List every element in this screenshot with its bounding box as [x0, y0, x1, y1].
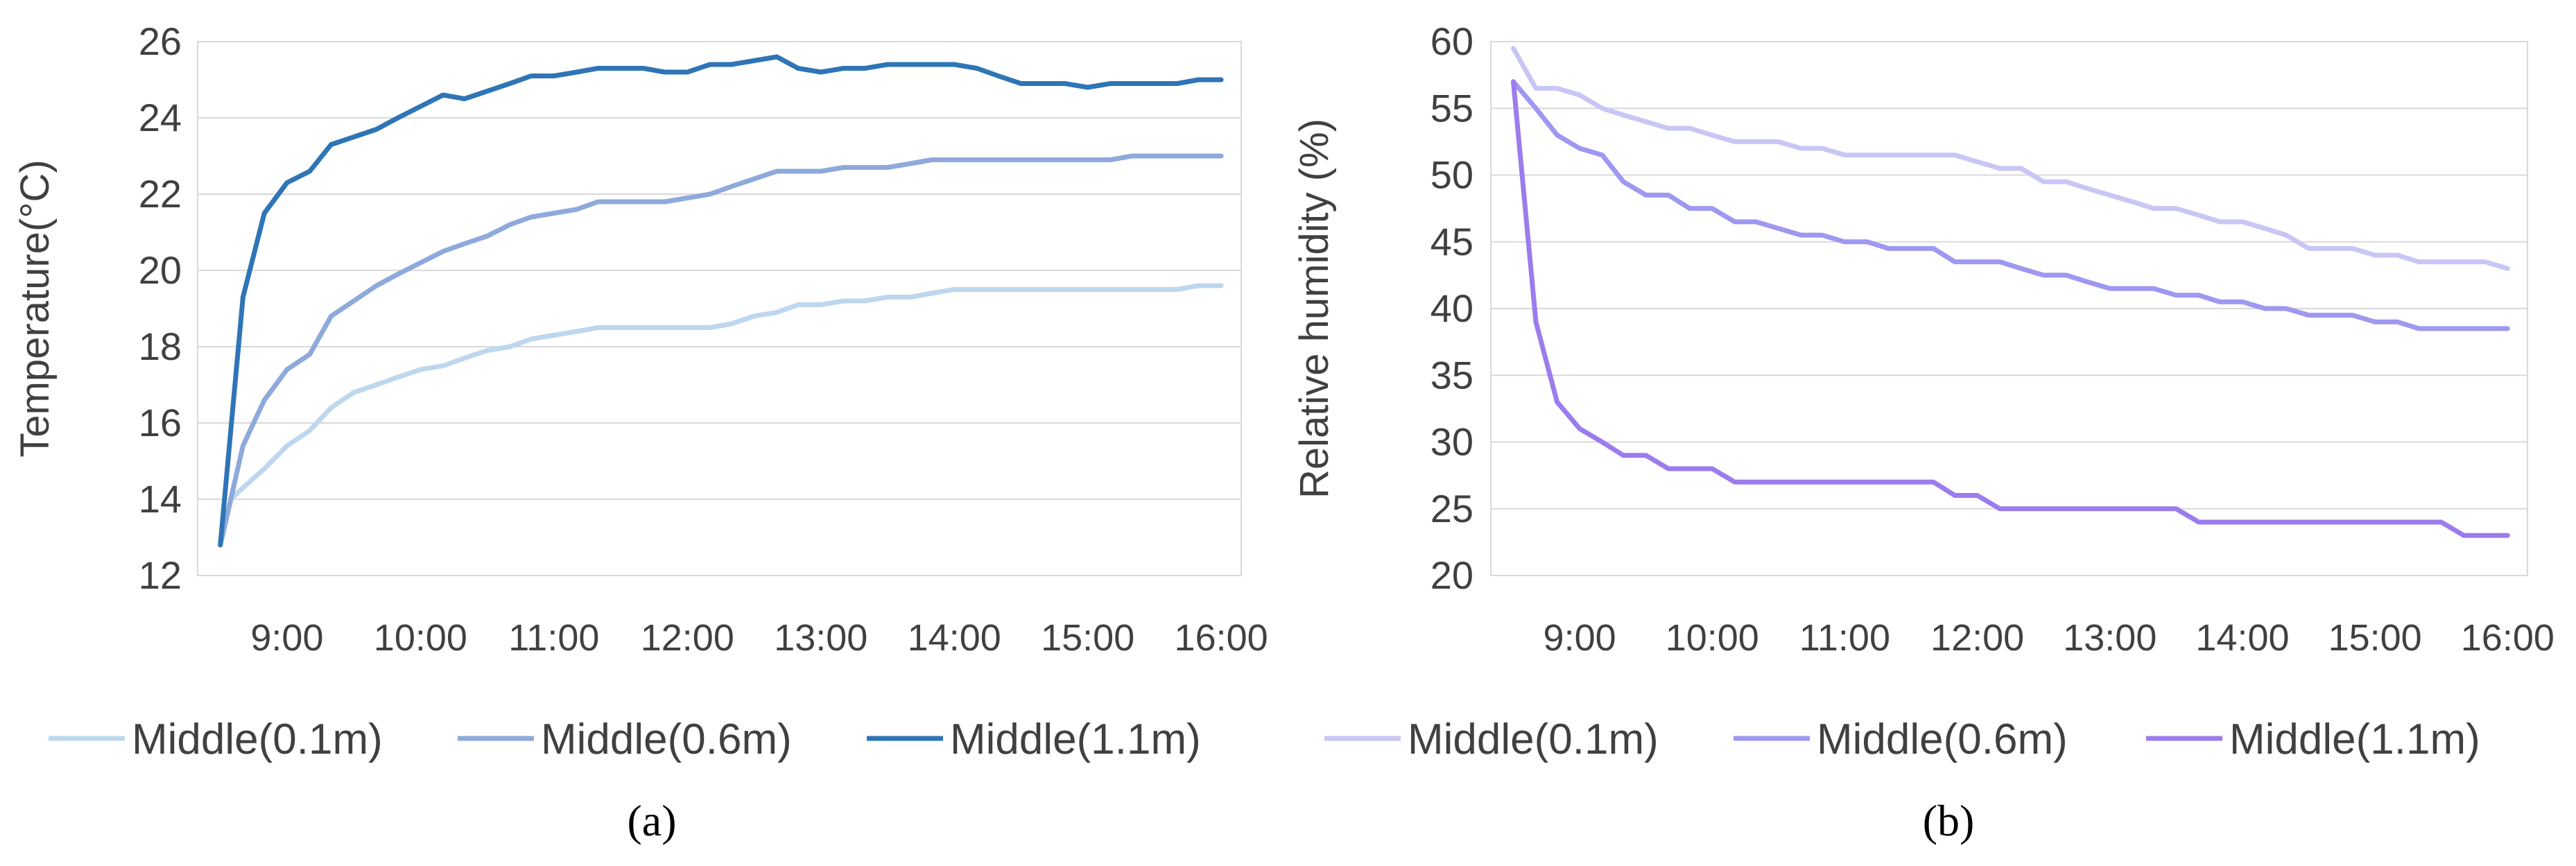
x-tick-label: 9:00 — [250, 617, 323, 659]
y-tick-label: 20 — [1430, 553, 1473, 597]
y-tick-label: 12 — [139, 553, 182, 597]
x-tick-label: 12:00 — [641, 617, 734, 659]
legend-label: Middle(0.6m) — [541, 716, 792, 763]
legend-label: Middle(1.1m) — [950, 716, 1201, 763]
y-tick-label: 40 — [1430, 286, 1473, 330]
plot-area — [197, 41, 1242, 576]
y-tick-label: 55 — [1430, 86, 1473, 130]
x-tick-label: 10:00 — [374, 617, 467, 659]
y-tick-label: 16 — [139, 401, 182, 444]
series-line-middle-0-1m — [218, 283, 1224, 548]
series-line-middle-0-1m — [1511, 46, 2510, 271]
legend-item: Middle(0.6m) — [1734, 716, 2068, 763]
x-tick-label: 14:00 — [908, 617, 1001, 659]
y-tick-label: 60 — [1430, 19, 1473, 63]
x-tick-label: 10:00 — [1666, 617, 1759, 659]
y-tick-label: 20 — [139, 248, 182, 292]
x-tick-label: 16:00 — [1175, 617, 1268, 659]
legend-item: Middle(0.1m) — [49, 716, 383, 763]
series-line-middle-0-6m — [218, 153, 1224, 548]
x-tick-label: 15:00 — [2328, 617, 2422, 659]
y-tick-label: 18 — [139, 324, 182, 368]
legend-item: Middle(1.1m) — [2146, 716, 2480, 763]
y-axis-label: Temperature(°C) — [12, 159, 58, 457]
y-tick-label: 26 — [139, 19, 182, 63]
temperature-chart: 12 14 16 18 20 22 24 26 9:00 10:00 11:00 12:00 13:00… — [12, 19, 1268, 845]
y-tick-label: 45 — [1430, 220, 1473, 263]
series-line-middle-1-1m — [218, 54, 1224, 548]
legend: Middle(0.1m) Middle(0.6m) Middle(1.1m) — [1324, 716, 2480, 763]
y-tick-label: 24 — [139, 96, 182, 139]
series-line-middle-0-6m — [1511, 79, 2510, 331]
x-tick-label: 9:00 — [1544, 617, 1616, 659]
y-tick-label: 14 — [139, 477, 182, 521]
legend-item: Middle(0.1m) — [1324, 716, 1659, 763]
legend-item: Middle(1.1m) — [867, 716, 1201, 763]
x-tick-label: 12:00 — [1930, 617, 2024, 659]
legend-label: Middle(1.1m) — [2229, 716, 2480, 763]
x-tick-label: 11:00 — [508, 617, 599, 659]
y-tick-label: 22 — [139, 172, 182, 216]
x-tick-label: 16:00 — [2461, 617, 2555, 659]
x-tick-label: 13:00 — [2063, 617, 2156, 659]
y-tick-label: 30 — [1430, 420, 1473, 464]
y-tick-label: 35 — [1430, 353, 1473, 397]
y-tick-label: 50 — [1430, 153, 1473, 197]
x-tick-label: 13:00 — [774, 617, 867, 659]
x-tick-label: 14:00 — [2195, 617, 2289, 659]
humidity-chart: 20 25 30 35 40 45 50 55 60 9:00 10:00 11:00 12:00 13:… — [1292, 19, 2555, 845]
legend-label: Middle(0.1m) — [132, 716, 383, 763]
figure-caption: (b) — [1923, 796, 1975, 845]
x-tick-label: 15:00 — [1041, 617, 1134, 659]
legend-label: Middle(0.1m) — [1408, 716, 1659, 763]
x-tick-label: 11:00 — [1799, 617, 1890, 659]
figure-caption: (a) — [627, 796, 676, 845]
y-tick-label: 25 — [1430, 487, 1473, 530]
series-line-middle-1-1m — [1511, 79, 2510, 538]
legend-label: Middle(0.6m) — [1817, 716, 2068, 763]
legend: Middle(0.1m) Middle(0.6m) Middle(1.1m) — [49, 716, 1201, 763]
legend-item: Middle(0.6m) — [458, 716, 792, 763]
y-axis-label: Relative humidity (%) — [1292, 119, 1337, 499]
